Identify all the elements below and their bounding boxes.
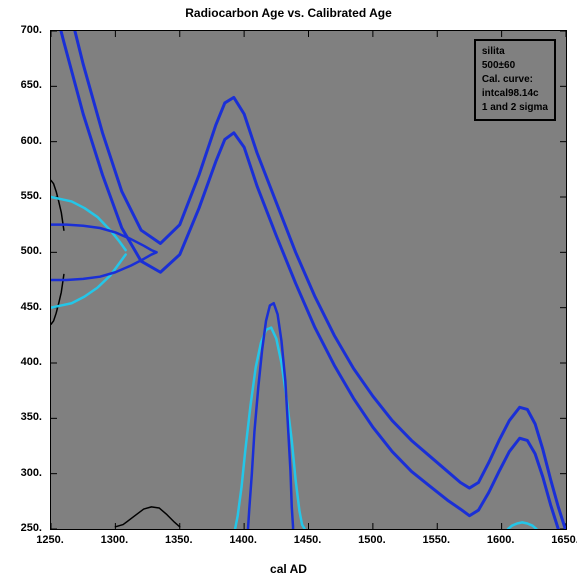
xtick-label: 1500. [358, 534, 386, 546]
xtick-label: 1550. [422, 534, 450, 546]
series-prob-bottom-1sigma-left [235, 328, 305, 529]
xtick-label: 1250. [36, 534, 64, 546]
ytick-label: 550. [21, 190, 42, 202]
xtick-label: 1600. [487, 534, 515, 546]
legend-row: Cal. curve: [482, 73, 548, 87]
legend-row: 500±60 [482, 59, 548, 73]
series-prob-bottom-median [248, 303, 293, 529]
ytick-label: 300. [21, 467, 42, 479]
chart-title: Radiocarbon Age vs. Calibrated Age [0, 6, 577, 20]
xtick-label: 1450. [294, 534, 322, 546]
xtick-label: 1650. [551, 534, 577, 546]
series-prob-bottom-1sigma-right-small [508, 522, 536, 529]
ytick-label: 700. [21, 24, 42, 36]
legend-box: silita500±60Cal. curve:intcal98.14c1 and… [474, 39, 556, 121]
series-prob-left-outer-upper [51, 180, 64, 230]
series-prob-bottom-2sigma [115, 507, 179, 527]
legend-row: intcal98.14c [482, 87, 548, 101]
legend-row: 1 and 2 sigma [482, 101, 548, 115]
plot-area: silita500±60Cal. curve:intcal98.14c1 and… [50, 30, 567, 530]
xtick-label: 1400. [229, 534, 257, 546]
series-prob-left-outer-lower [51, 274, 64, 324]
x-axis-title: cal AD [0, 562, 577, 576]
ytick-label: 350. [21, 411, 42, 423]
legend-row: silita [482, 45, 548, 59]
series-prob-left-median [51, 225, 157, 280]
x-axis-labels: 1250.1300.1350.1400.1450.1500.1550.1600.… [50, 534, 567, 554]
chart-container: Radiocarbon Age vs. Calibrated Age 250. 3… [0, 0, 577, 582]
xtick-label: 1300. [101, 534, 129, 546]
ytick-label: 400. [21, 356, 42, 368]
ytick-label: 600. [21, 135, 42, 147]
y-axis-labels: 250.300.350.400.450.500.550.600.650.700. [0, 30, 46, 530]
ytick-label: 450. [21, 301, 42, 313]
xtick-label: 1350. [165, 534, 193, 546]
ytick-label: 250. [21, 522, 42, 534]
ytick-label: 500. [21, 245, 42, 257]
ytick-label: 650. [21, 79, 42, 91]
